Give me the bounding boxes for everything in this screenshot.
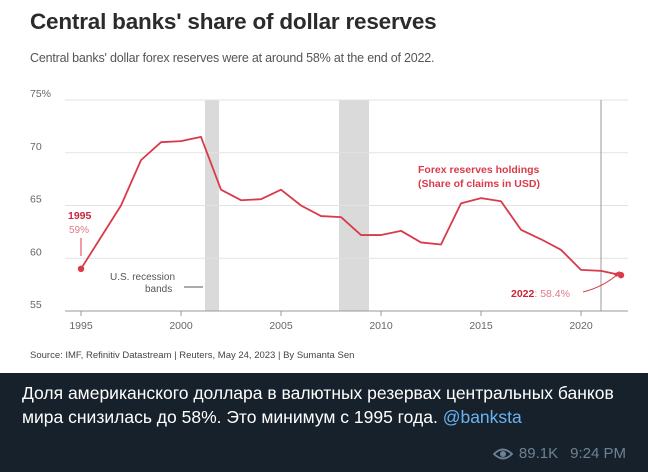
line-chart: 75% 70 65 60 55 1995 2000 2005 2010 2015 2020 U.S… xyxy=(30,88,628,332)
y-axis-ticks: 75% 70 65 60 55 xyxy=(30,88,51,311)
chart-source: Source: IMF, Refinitiv Datastream | Reut… xyxy=(30,350,355,361)
x-tick-label: 2015 xyxy=(469,320,493,332)
post-meta: 89.1K 9:24 PM xyxy=(492,445,626,462)
y-tick-label: 75% xyxy=(30,88,51,100)
end-pointer-head xyxy=(613,271,620,277)
recession-label: U.S. recession xyxy=(110,272,175,283)
x-tick-label: 1995 xyxy=(69,320,93,332)
post-caption: Доля американского доллара в валютных ре… xyxy=(22,381,622,429)
x-tick-label: 2010 xyxy=(369,320,393,332)
y-tick-label: 55 xyxy=(30,299,42,311)
x-axis-ticks: 1995 2000 2005 2010 2015 2020 xyxy=(69,311,593,332)
y-tick-label: 70 xyxy=(30,141,42,153)
end-point xyxy=(617,271,625,279)
caption-text: Доля американского доллара в валютных ре… xyxy=(22,383,614,427)
start-value-label: 59% xyxy=(69,225,89,236)
start-year-label: 1995 xyxy=(68,210,92,222)
chart-title: Central banks' share of dollar reserves xyxy=(30,9,437,34)
recession-label-line2: bands xyxy=(145,284,172,295)
x-tick-label: 2000 xyxy=(169,320,193,332)
channel-link[interactable]: @banksta xyxy=(442,407,522,427)
chart-image[interactable]: Central banks' share of dollar reserves … xyxy=(0,0,648,373)
y-tick-label: 65 xyxy=(30,194,42,206)
gridlines xyxy=(65,99,628,312)
view-count: 89.1K xyxy=(518,445,559,462)
end-label: 2022: 58.4% xyxy=(511,288,570,300)
end-year-label: 2022 xyxy=(511,288,535,300)
y-tick-label: 60 xyxy=(30,246,42,258)
series-points xyxy=(77,265,625,279)
eye-icon xyxy=(492,448,513,459)
end-pointer xyxy=(582,273,619,293)
end-value-label: : 58.4% xyxy=(534,288,570,300)
x-tick-label: 2005 xyxy=(269,320,293,332)
series-label: Forex reserves holdings xyxy=(418,164,540,176)
chart-subtitle: Central banks' dollar forex reserves wer… xyxy=(30,51,435,65)
start-point xyxy=(77,265,85,272)
series-label-line2: (Share of claims in USD) xyxy=(418,178,540,190)
post-time: 9:24 PM xyxy=(570,445,626,462)
series-line xyxy=(80,136,622,277)
x-tick-label: 2020 xyxy=(569,320,593,332)
